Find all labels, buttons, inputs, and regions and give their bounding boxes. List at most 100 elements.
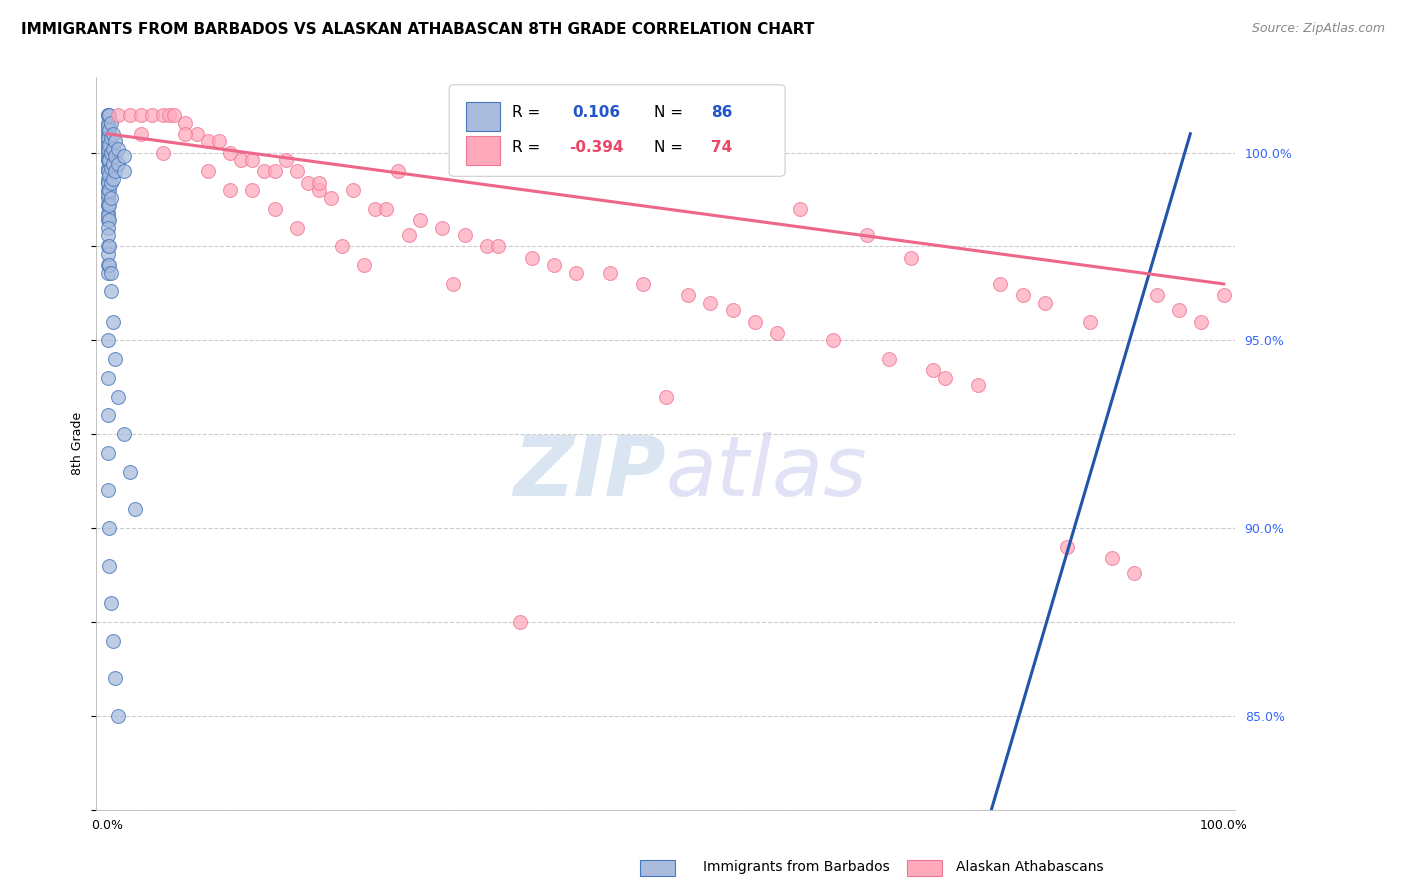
Point (486, 239, 509, 253)
Text: R =: R = (512, 139, 540, 154)
Point (101, 142, 124, 156)
Point (509, 615, 531, 629)
Point (100, 285, 122, 299)
Text: Alaskan Athabascans: Alaskan Athabascans (956, 860, 1104, 874)
Point (118, 465, 141, 479)
Point (118, 108, 141, 122)
Point (104, 134, 127, 148)
Point (100, 115, 122, 129)
Point (744, 314, 766, 328)
Point (97, 210, 120, 224)
Point (186, 127, 208, 141)
Point (98, 123, 121, 137)
Point (97, 371, 120, 385)
Point (285, 220, 308, 235)
Point (1056, 540, 1078, 554)
FancyBboxPatch shape (449, 85, 785, 177)
Point (263, 164, 285, 178)
Y-axis label: 8th Grade: 8th Grade (72, 412, 84, 475)
Text: Source: ZipAtlas.com: Source: ZipAtlas.com (1251, 22, 1385, 36)
Point (1123, 566, 1146, 580)
Point (97, 239, 120, 253)
Point (129, 127, 152, 141)
Point (364, 202, 387, 216)
Point (97, 108, 120, 122)
Point (174, 127, 197, 141)
Point (112, 149, 135, 163)
Point (263, 202, 285, 216)
Point (107, 708, 129, 723)
Point (97, 176, 120, 190)
Point (112, 427, 135, 442)
Point (97, 130, 120, 145)
Point (112, 164, 135, 178)
Text: 74: 74 (711, 139, 733, 154)
Point (934, 371, 956, 385)
Point (766, 326, 789, 340)
Point (100, 176, 122, 190)
Point (98, 183, 121, 197)
Point (219, 145, 242, 160)
Point (721, 303, 744, 318)
Point (98, 168, 121, 182)
Point (107, 108, 129, 122)
Text: N =: N = (654, 139, 683, 154)
Point (990, 277, 1012, 291)
Point (97, 145, 120, 160)
Point (543, 258, 565, 272)
Bar (467, 102, 501, 131)
Point (97, 198, 120, 212)
Point (97, 171, 120, 186)
Point (699, 295, 721, 310)
Point (453, 228, 475, 243)
Point (124, 502, 146, 516)
Point (174, 115, 197, 129)
Point (97, 149, 120, 163)
Point (101, 127, 124, 141)
Text: 0.106: 0.106 (572, 105, 620, 120)
Point (97, 191, 120, 205)
Point (97, 134, 120, 148)
Point (565, 266, 588, 280)
Text: R =: R = (512, 105, 540, 120)
Point (219, 183, 242, 197)
Point (97, 138, 120, 153)
Point (599, 266, 621, 280)
Text: -0.394: -0.394 (568, 139, 623, 154)
Point (104, 164, 127, 178)
Point (97, 115, 120, 129)
Point (97, 258, 120, 272)
Point (285, 164, 308, 178)
Point (1212, 288, 1234, 302)
Point (98, 239, 121, 253)
Point (97, 108, 120, 122)
Point (631, 277, 654, 291)
Point (274, 153, 297, 167)
Point (97, 142, 120, 156)
Point (97, 446, 120, 460)
Point (104, 671, 127, 685)
Point (1146, 288, 1168, 302)
Point (97, 161, 120, 175)
Point (855, 228, 877, 243)
Point (97, 120, 120, 134)
Bar (467, 136, 501, 165)
Point (104, 352, 127, 367)
Point (1168, 303, 1191, 318)
Point (387, 164, 409, 178)
Point (104, 149, 127, 163)
Point (900, 251, 922, 265)
Point (297, 176, 319, 190)
Point (97, 186, 120, 201)
Point (97, 164, 120, 178)
Point (97, 183, 120, 197)
Point (97, 333, 120, 347)
Point (1101, 551, 1123, 566)
Text: Immigrants from Barbados: Immigrants from Barbados (703, 860, 890, 874)
Point (342, 183, 364, 197)
Point (252, 164, 274, 178)
Point (475, 239, 498, 253)
Point (1078, 314, 1101, 328)
Point (409, 213, 432, 227)
Point (100, 596, 122, 610)
